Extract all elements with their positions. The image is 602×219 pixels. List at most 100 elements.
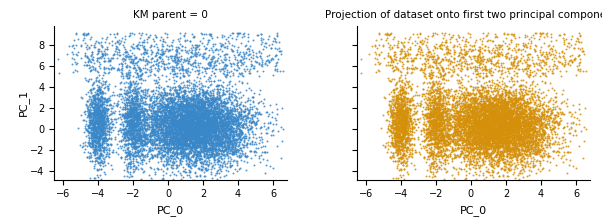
Point [195,144,205,147]
Point [391,147,401,150]
Point [459,129,468,132]
Point [182,39,192,42]
Point [206,170,216,174]
Point [200,148,209,152]
Point [426,128,436,131]
Point [166,147,175,151]
Point [95,104,105,108]
Point [463,112,473,116]
Point [516,90,526,93]
Point [473,124,482,127]
Point [493,137,503,141]
Point [40,74,50,78]
Point [427,134,436,137]
Point [495,97,504,101]
Point [432,107,441,110]
Point [476,143,486,146]
Point [484,127,494,131]
Point [520,163,529,167]
Point [440,123,450,126]
Point [495,106,505,109]
Point [468,154,477,157]
Point [98,101,108,104]
Point [207,150,217,153]
Point [530,121,540,124]
Point [474,119,484,123]
Point [472,132,482,135]
Point [457,125,467,129]
Point [510,176,520,180]
Point [520,148,530,152]
Point [272,34,282,37]
Point [496,122,506,126]
Point [179,133,188,137]
Point [513,106,523,110]
Point [82,124,92,128]
Point [524,133,534,136]
Point [206,120,216,124]
Point [140,139,149,143]
Point [132,111,141,114]
Point [489,112,499,115]
Point [494,133,504,136]
Point [426,129,436,132]
Point [126,132,136,136]
Point [506,78,515,81]
Point [231,137,241,141]
Point [390,122,400,126]
Point [176,120,185,124]
Point [470,108,480,111]
Point [125,137,134,141]
Point [31,71,40,74]
Point [545,99,554,103]
Point [96,94,105,98]
Point [209,147,219,150]
Point [445,37,455,41]
Point [186,50,196,53]
Point [518,154,528,157]
Point [182,121,191,124]
Point [182,120,191,124]
Point [133,73,143,77]
Point [193,134,203,137]
Point [96,109,105,112]
Point [483,143,493,147]
Point [464,113,473,117]
Point [469,117,479,120]
Point [223,111,233,114]
Point [101,146,110,150]
Point [122,63,132,66]
Point [442,46,452,50]
Point [507,143,517,146]
Point [192,130,202,133]
Point [498,129,508,132]
Point [89,44,99,47]
Point [90,121,99,124]
Point [169,82,179,85]
Point [153,107,163,111]
Point [214,124,223,127]
Point [441,128,450,131]
Point [485,98,494,102]
Point [506,135,516,139]
Point [215,129,225,132]
Point [219,123,229,127]
Point [503,137,512,140]
Point [200,132,210,136]
Point [454,115,464,118]
Point [473,73,482,76]
Point [495,121,504,124]
Point [190,144,200,148]
Point [190,136,200,140]
Point [212,125,222,128]
Point [177,108,187,112]
Point [443,141,453,145]
Point [480,111,490,115]
Point [169,141,178,144]
Point [121,72,131,75]
Point [484,100,494,104]
Point [436,135,446,139]
Point [400,108,409,111]
Point [438,85,447,89]
Point [518,96,528,100]
